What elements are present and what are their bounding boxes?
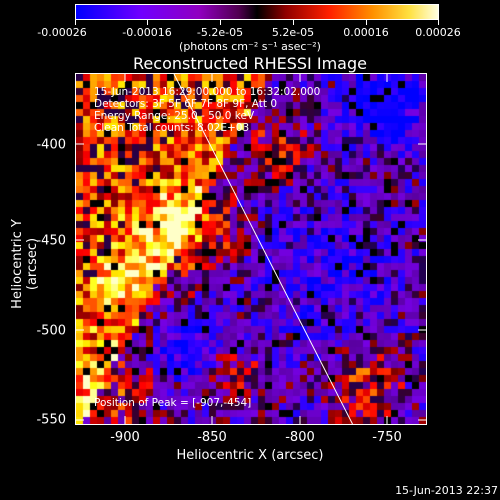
colorbar-tick: [75, 20, 76, 25]
footer-timestamp: 15-Jun-2013 22:37: [395, 484, 498, 497]
y-tick-label: -450: [36, 233, 66, 249]
x-tick-label: -800: [285, 430, 315, 445]
colorbar-tick: [147, 20, 148, 25]
colorbar-tick: [438, 20, 439, 25]
y-tick-label: -550: [36, 412, 66, 428]
y-axis-label: Heliocentric Y (arcsec): [10, 219, 40, 309]
rhessi-image: [76, 74, 426, 424]
colorbar-tick-label: 0.00026: [415, 26, 461, 39]
colorbar-ticks: -0.00026 -0.00016 -5.2e-05 5.2e-05 0.000…: [0, 0, 500, 40]
colorbar-tick: [220, 20, 221, 25]
colorbar-tick-label: 5.2e-05: [271, 26, 315, 39]
x-axis-label: Heliocentric X (arcsec): [176, 448, 324, 463]
colorbar-units: (photons cm⁻² s⁻¹ asec⁻²): [179, 40, 321, 53]
colorbar-tick: [293, 20, 294, 25]
limb-line-overlay: [173, 74, 353, 424]
plot-frame: [75, 73, 427, 425]
y-tick-label: -400: [36, 137, 66, 153]
annotation-clean-counts: Clean Total counts: 8.02E+03: [94, 122, 250, 134]
peak-position-label: Position of Peak = [-907,-454]: [94, 397, 252, 409]
colorbar-tick-label: -5.2e-05: [196, 26, 244, 39]
colorbar-tick: [366, 20, 367, 25]
colorbar-tick-label: -0.00026: [37, 26, 87, 39]
x-tick-label: -850: [197, 430, 227, 445]
colorbar-tick-label: -0.00016: [122, 26, 172, 39]
x-tick-label: -900: [110, 430, 140, 445]
plot-title: Reconstructed RHESSI Image: [133, 54, 367, 73]
solar-limb-line: [173, 74, 353, 424]
annotation-time-range: 15-Jun-2013 16:29:00.000 to 16:32:02.000: [94, 86, 321, 98]
annotation-energy-range: Energy Range: 25.0 - 50.0 keV: [94, 110, 255, 122]
colorbar-tick-label: 0.00016: [343, 26, 389, 39]
x-tick-label: -750: [372, 430, 402, 445]
colorbar: [75, 4, 439, 20]
y-tick-label: -500: [36, 323, 66, 339]
annotation-detectors: Detectors: 3F 5F 6F 7F 8F 9F, Att 0: [94, 98, 278, 110]
